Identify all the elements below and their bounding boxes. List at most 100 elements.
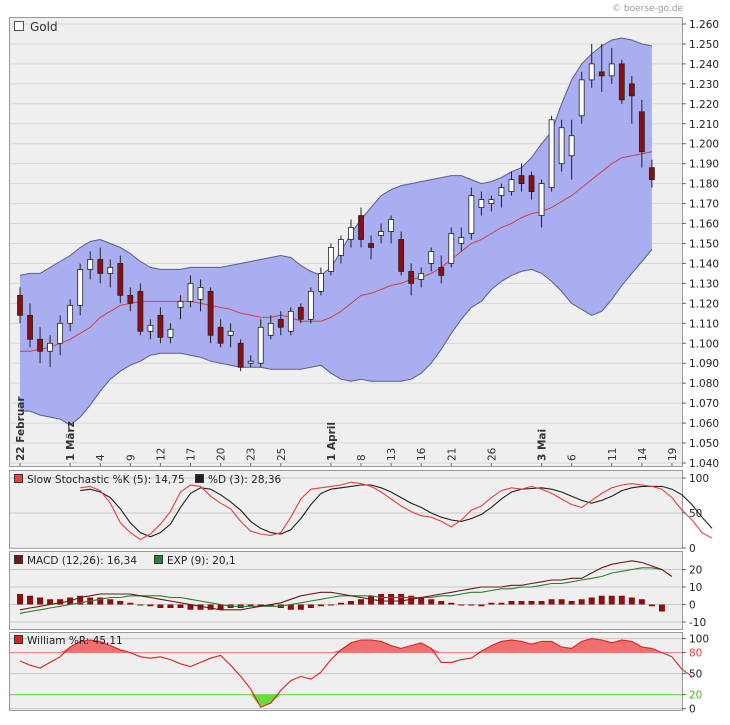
legend-square-exp bbox=[154, 555, 163, 564]
williams-content bbox=[10, 638, 693, 708]
macd-histogram-bar bbox=[648, 604, 655, 607]
candle-body bbox=[127, 294, 134, 304]
macd-histogram-bar bbox=[458, 604, 465, 606]
price-x-tick-label: 22 Februar bbox=[15, 396, 27, 461]
candle-body bbox=[137, 290, 144, 332]
legend-square-macd bbox=[14, 555, 23, 564]
price-x-tick-label: 13 bbox=[386, 448, 398, 461]
candle-body bbox=[598, 71, 605, 77]
macd-content bbox=[17, 560, 673, 614]
macd-histogram-bar bbox=[608, 595, 615, 605]
candle-body bbox=[348, 227, 354, 240]
stochastic-y-axis: 100 50 0 bbox=[682, 473, 709, 555]
indicator-y-tick-label: -10 bbox=[689, 617, 706, 629]
upper-band-line bbox=[19, 37, 652, 276]
macd-histogram-bar bbox=[327, 604, 334, 606]
chart-title: Gold bbox=[30, 20, 58, 34]
price-x-tick-label: 25 bbox=[276, 448, 288, 461]
macd-histogram-bar bbox=[618, 595, 625, 605]
indicator-y-tick-label: 20 bbox=[689, 690, 702, 702]
bollinger-band-area bbox=[20, 38, 652, 426]
macd-histogram-bar bbox=[398, 594, 405, 605]
indicator-y-tick-label: 80 bbox=[689, 648, 702, 660]
legend-stoch-k: Slow Stochastic %K (5): 14,75 bbox=[27, 474, 185, 486]
watermark: © boerse-go.de bbox=[612, 4, 683, 14]
price-y-tick-label: 1.150 bbox=[689, 238, 719, 250]
candle-body bbox=[338, 239, 344, 256]
legend-exp: EXP (9): 20,1 bbox=[167, 555, 236, 567]
macd-histogram-bar bbox=[418, 597, 425, 605]
moving-average-line bbox=[20, 151, 652, 352]
candle-body bbox=[307, 290, 314, 320]
candle-body bbox=[117, 263, 124, 296]
candle-body bbox=[317, 273, 324, 292]
macd-histogram-bar bbox=[598, 595, 605, 605]
macd-histogram-bar bbox=[538, 601, 545, 605]
candle-body bbox=[297, 306, 304, 320]
candle-body bbox=[488, 199, 495, 204]
candle-body bbox=[428, 251, 435, 264]
candle-body bbox=[17, 294, 23, 316]
price-y-tick-label: 1.260 bbox=[689, 19, 719, 31]
macd-histogram-bar bbox=[247, 604, 254, 607]
macd-histogram-bar bbox=[428, 599, 435, 605]
macd-histogram-bar bbox=[578, 599, 585, 605]
price-x-tick-label: 19 bbox=[667, 448, 679, 461]
macd-histogram-bar bbox=[317, 604, 324, 607]
price-content bbox=[17, 37, 655, 426]
macd-histogram-bar bbox=[167, 604, 174, 608]
macd-histogram-bar bbox=[257, 604, 264, 607]
candle-body bbox=[478, 199, 485, 208]
candle-body bbox=[638, 111, 645, 153]
price-y-tick-label: 1.050 bbox=[689, 438, 719, 450]
price-y-tick-label: 1.140 bbox=[689, 258, 719, 270]
price-x-tick-label: 11 bbox=[607, 448, 619, 461]
legend-macd: MACD (12,26): 16,34 bbox=[27, 555, 137, 567]
candle-body bbox=[378, 231, 384, 236]
candle-body bbox=[438, 267, 445, 276]
price-y-tick-label: 1.060 bbox=[689, 418, 719, 430]
candle-body bbox=[588, 63, 595, 81]
candle-body bbox=[358, 215, 364, 240]
macd-histogram-bar bbox=[47, 599, 54, 605]
williams-overbought-area bbox=[20, 638, 693, 653]
legend-square-stoch-k bbox=[14, 474, 23, 483]
legend-square-williams bbox=[14, 635, 23, 644]
candle-body bbox=[418, 273, 425, 280]
macd-histogram-bar bbox=[658, 604, 665, 612]
macd-histogram-bar bbox=[368, 595, 375, 605]
macd-histogram-bar bbox=[548, 599, 555, 605]
price-y-tick-label: 1.220 bbox=[689, 99, 719, 111]
candle-body bbox=[207, 290, 214, 336]
indicator-y-tick-label: 100 bbox=[689, 634, 709, 646]
candle-body bbox=[388, 219, 395, 232]
indicator-y-tick-label: 0 bbox=[689, 543, 696, 555]
macd-histogram-bar bbox=[197, 604, 204, 610]
price-y-tick-label: 1.210 bbox=[689, 119, 719, 131]
macd-histogram-bar bbox=[187, 604, 194, 610]
macd-histogram-bar bbox=[568, 601, 575, 605]
legend-square-stoch-d bbox=[195, 474, 204, 483]
candle-body bbox=[538, 183, 545, 216]
candle-body bbox=[247, 360, 254, 364]
macd-histogram-bar bbox=[77, 595, 84, 605]
price-y-tick-label: 1.180 bbox=[689, 179, 719, 191]
macd-histogram-bar bbox=[107, 599, 114, 605]
price-y-tick-label: 1.130 bbox=[689, 278, 719, 290]
candle-body bbox=[187, 283, 194, 302]
candle-body bbox=[468, 195, 475, 234]
macd-histogram-bar bbox=[117, 601, 124, 605]
candle-body bbox=[528, 175, 535, 193]
price-y-tick-label: 1.120 bbox=[689, 298, 719, 310]
candle-body bbox=[67, 304, 74, 324]
price-y-tick-label: 1.200 bbox=[689, 139, 719, 151]
candle-body bbox=[157, 314, 164, 338]
macd-y-axis: 20 10 0 -10 bbox=[682, 565, 706, 629]
price-y-tick-label: 1.170 bbox=[689, 199, 719, 211]
macd-signal-line bbox=[19, 567, 662, 614]
macd-histogram-bar bbox=[297, 604, 304, 610]
candle-body bbox=[97, 259, 104, 274]
candle-body bbox=[57, 322, 64, 344]
williams-y-axis: 100 80 50 20 0 bbox=[682, 634, 709, 716]
macd-histogram-bar bbox=[57, 599, 64, 605]
